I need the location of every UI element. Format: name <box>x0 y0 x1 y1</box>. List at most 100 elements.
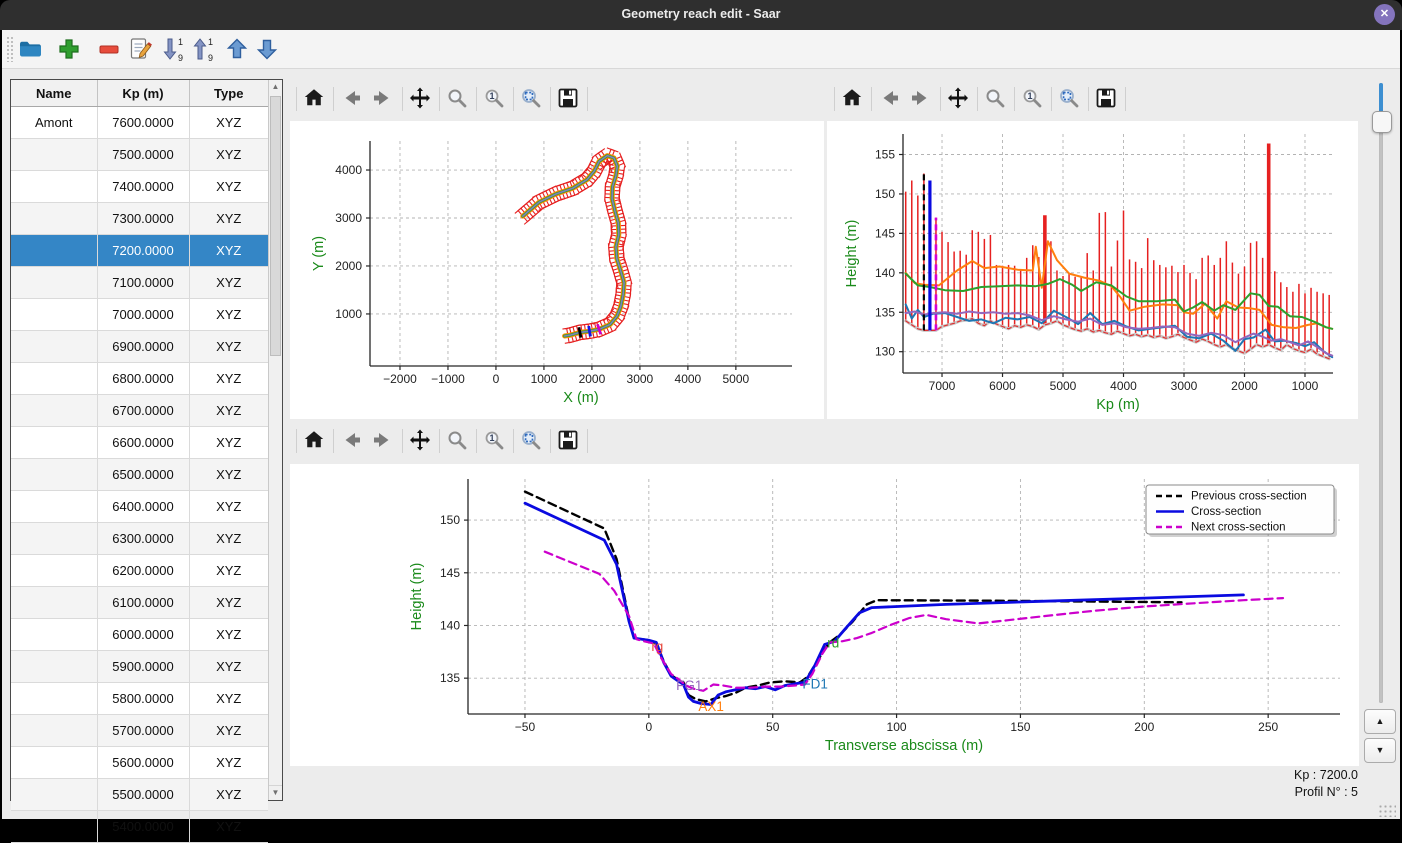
toolbar-separator <box>439 429 440 453</box>
plan-view-toolbar: 1 <box>294 79 824 119</box>
pan-icon[interactable] <box>408 428 434 454</box>
zoom-original-icon[interactable]: 1 <box>482 428 508 454</box>
zoom-selection-icon[interactable] <box>519 86 545 112</box>
move-up-icon[interactable] <box>224 36 250 62</box>
status-profil: Profil N° : 5 <box>1062 784 1358 801</box>
svg-text:4000: 4000 <box>1110 379 1137 393</box>
back-icon[interactable] <box>339 428 365 454</box>
save-icon[interactable] <box>556 428 582 454</box>
remove-icon[interactable] <box>96 36 122 62</box>
scroll-up-icon[interactable]: ▲ <box>269 80 282 94</box>
toolbar-separator <box>513 87 514 111</box>
svg-text:Transverse abscissa (m): Transverse abscissa (m) <box>825 738 983 754</box>
next-profile-button[interactable]: ▼ <box>1364 738 1396 763</box>
slider-track[interactable] <box>1379 83 1383 703</box>
scrollbar-thumb[interactable] <box>270 96 281 356</box>
zoom-original-icon[interactable]: 1 <box>482 86 508 112</box>
svg-text:FD1: FD1 <box>802 677 828 692</box>
zoom-icon[interactable] <box>983 86 1009 112</box>
column-header[interactable]: Name <box>11 80 97 107</box>
svg-text:X (m): X (m) <box>563 390 598 406</box>
home-icon[interactable] <box>302 428 328 454</box>
open-icon[interactable] <box>18 36 44 62</box>
svg-text:2000: 2000 <box>579 372 606 386</box>
svg-text:5000: 5000 <box>1050 379 1077 393</box>
back-icon[interactable] <box>339 86 365 112</box>
close-button[interactable]: ✕ <box>1374 4 1395 25</box>
pan-icon[interactable] <box>946 86 972 112</box>
toolbar-separator <box>476 87 477 111</box>
svg-text:Y (m): Y (m) <box>311 236 327 271</box>
edit-icon[interactable] <box>128 36 154 62</box>
svg-text:155: 155 <box>875 148 895 162</box>
profile-slider[interactable] <box>1370 83 1392 703</box>
pan-icon[interactable] <box>408 86 434 112</box>
toolbar-separator <box>296 429 297 453</box>
back-icon[interactable] <box>877 86 903 112</box>
svg-text:0: 0 <box>493 372 500 386</box>
home-icon[interactable] <box>840 86 866 112</box>
slider-fill <box>1379 83 1383 113</box>
forward-icon[interactable] <box>909 86 935 112</box>
toolbar-drag-handle[interactable] <box>6 36 14 62</box>
previous-profile-button[interactable]: ▲ <box>1364 709 1396 734</box>
zoom-selection-icon[interactable] <box>519 428 545 454</box>
forward-icon[interactable] <box>371 86 397 112</box>
toolbar-separator <box>296 87 297 111</box>
svg-text:145: 145 <box>440 566 460 580</box>
table-scrollbar[interactable]: ▲ ▼ <box>268 80 282 800</box>
svg-text:3000: 3000 <box>335 211 362 225</box>
save-icon[interactable] <box>556 86 582 112</box>
zoom-selection-icon[interactable] <box>1057 86 1083 112</box>
svg-text:9: 9 <box>208 53 213 62</box>
svg-text:130: 130 <box>875 345 895 359</box>
scroll-down-icon[interactable]: ▼ <box>269 785 282 800</box>
save-icon[interactable] <box>1094 86 1120 112</box>
resize-grip[interactable] <box>1378 804 1396 817</box>
svg-text:rd: rd <box>827 636 839 651</box>
add-icon[interactable] <box>56 36 82 62</box>
toolbar-separator <box>587 429 588 453</box>
svg-text:1000: 1000 <box>1292 379 1319 393</box>
zoom-icon[interactable] <box>445 86 471 112</box>
home-icon[interactable] <box>302 86 328 112</box>
forward-icon[interactable] <box>371 428 397 454</box>
toolbar-separator <box>402 87 403 111</box>
svg-text:135: 135 <box>440 671 460 685</box>
move-down-icon[interactable] <box>254 36 280 62</box>
zoom-original-icon[interactable]: 1 <box>1020 86 1046 112</box>
column-header[interactable]: Type <box>189 80 268 107</box>
toolbar-separator <box>333 429 334 453</box>
slider-handle[interactable] <box>1372 111 1392 133</box>
zoom-icon[interactable] <box>445 428 471 454</box>
column-header[interactable]: Kp (m) <box>97 80 189 107</box>
